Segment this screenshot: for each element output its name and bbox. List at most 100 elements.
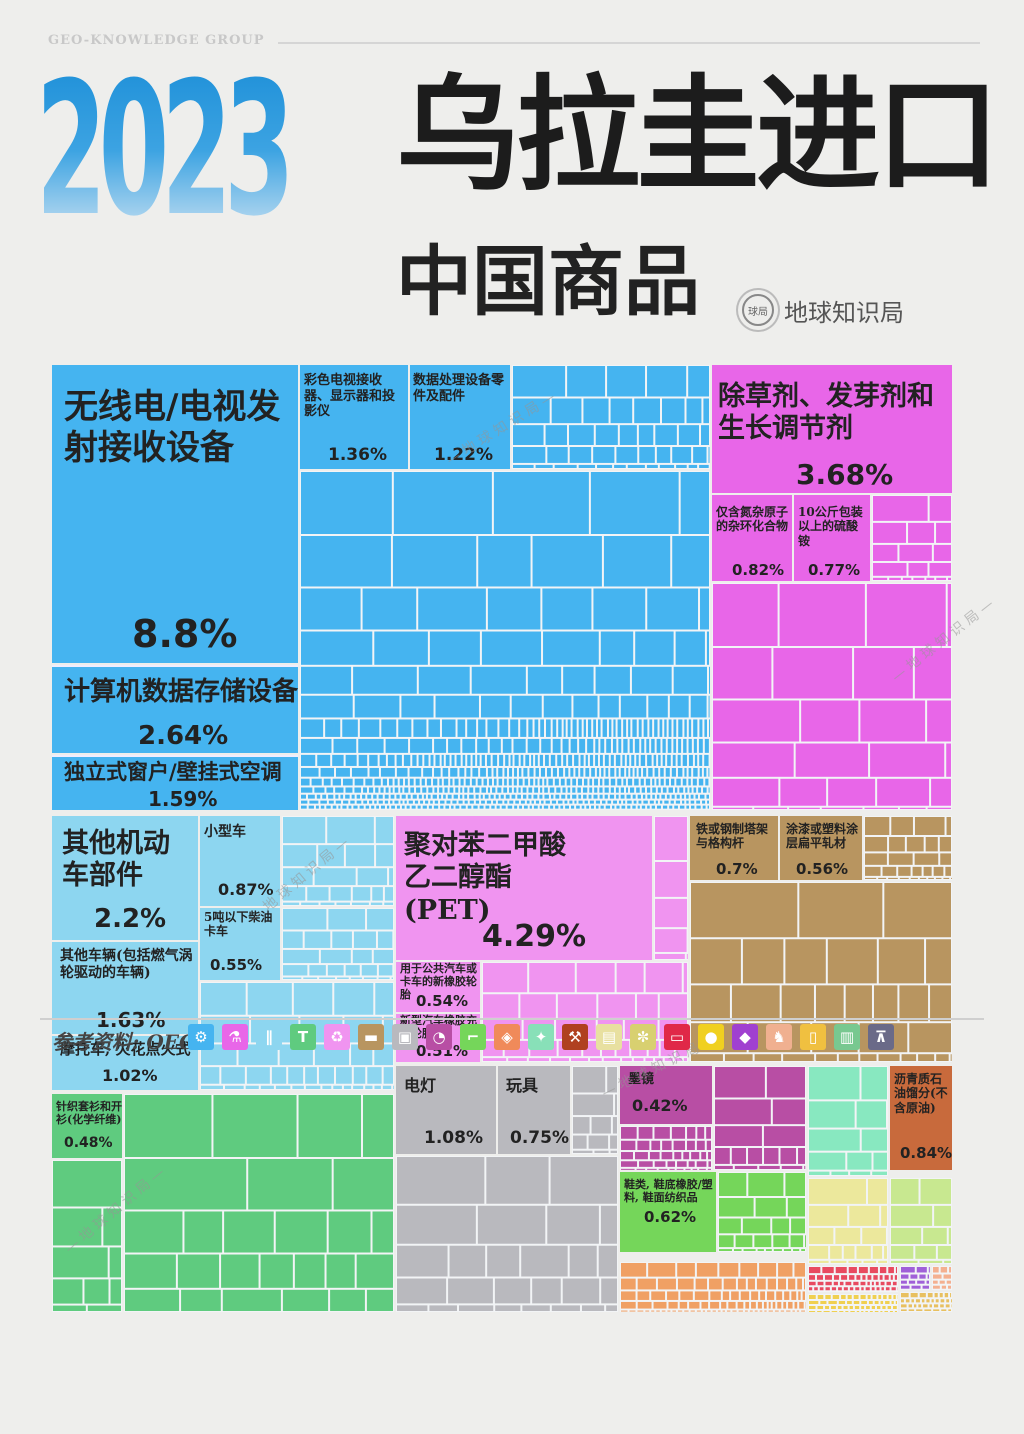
sub-tile	[691, 939, 741, 984]
sub-tile	[441, 719, 456, 737]
sub-tile	[856, 1311, 860, 1312]
sub-tile	[565, 805, 569, 809]
sub-tile	[428, 805, 432, 809]
sub-tile	[358, 754, 368, 766]
sub-tile	[298, 1095, 362, 1157]
sub-tile	[799, 883, 883, 938]
sub-tile	[570, 805, 575, 809]
sub-tile	[656, 738, 661, 753]
sub-tile	[707, 800, 709, 804]
sub-tile	[867, 1179, 887, 1204]
sub-tile	[767, 1291, 775, 1300]
sub-tile	[664, 719, 667, 737]
sub-tile	[301, 800, 308, 804]
sub-tile	[532, 1278, 561, 1304]
sub-tile	[662, 805, 668, 809]
sub-tile	[511, 794, 516, 799]
sub-tile	[680, 472, 709, 534]
sub-tile	[403, 754, 411, 766]
sub-tile	[778, 1263, 793, 1277]
sub-tile	[288, 1067, 304, 1084]
sub-tile	[350, 977, 362, 979]
sub-tile	[865, 817, 890, 835]
sub-tile	[573, 1150, 593, 1153]
tile-value: 3.68%	[796, 458, 894, 491]
sub-tile	[621, 1310, 628, 1312]
sub-tile	[933, 1280, 938, 1284]
tile-value: 0.54%	[416, 992, 469, 1010]
tile-value: 1.63%	[96, 1008, 166, 1032]
sub-tile	[527, 738, 540, 753]
sub-tile	[103, 1208, 121, 1246]
sub-tile	[576, 963, 615, 993]
sub-tile	[184, 1211, 223, 1253]
sub-tile	[923, 866, 932, 876]
tile-label: 其他车辆(包括燃气涡轮驱动的车辆)	[60, 948, 193, 981]
sub-tile	[520, 994, 556, 1018]
sub-tile	[620, 787, 625, 793]
sub-tile	[557, 994, 597, 1018]
sub-tile	[928, 1267, 930, 1273]
sub-tile	[673, 666, 708, 694]
sub-tile	[479, 805, 484, 809]
sub-tile	[301, 794, 306, 799]
sub-tile	[880, 1301, 884, 1304]
sub-tile	[541, 800, 544, 804]
sub-tile	[949, 1267, 951, 1273]
sub-tile	[301, 666, 352, 694]
sub-tile	[397, 1157, 485, 1204]
tile-label: 墨镜	[628, 1072, 655, 1087]
sub-tile	[704, 754, 709, 766]
sub-tile	[573, 1117, 590, 1134]
sub-tile	[327, 817, 374, 844]
sub-tile	[397, 1305, 428, 1311]
sub-tile	[715, 1067, 765, 1098]
sub-tile	[308, 805, 314, 809]
sub-tile	[503, 787, 508, 793]
sub-tile	[201, 1067, 220, 1084]
sub-tile	[882, 866, 897, 876]
sub-tile	[535, 800, 540, 804]
sub-tile	[549, 787, 555, 793]
sub-tile	[621, 1127, 637, 1139]
sub-tile	[317, 754, 331, 766]
sub-tile	[404, 800, 407, 804]
tile-electric-lamps: 电灯 1.08%	[396, 1066, 496, 1154]
sub-tile	[477, 754, 480, 766]
sub-tile	[388, 778, 393, 786]
sub-tile	[539, 794, 543, 799]
sub-tile	[817, 1311, 822, 1312]
tile-label: 用于公共汽车或卡车的新橡胶轮胎	[400, 962, 477, 1002]
tile-value: 0.75%	[510, 1128, 569, 1148]
sub-tile	[645, 963, 682, 993]
sub-tile	[358, 738, 384, 753]
sub-tile	[901, 1054, 917, 1061]
tile-label: 数据处理设备零件及配件	[413, 373, 505, 404]
sub-tile	[901, 1274, 909, 1279]
sub-tile	[604, 754, 609, 766]
sub-tile	[621, 1168, 635, 1170]
sub-tile	[845, 985, 872, 1022]
sub-tile	[652, 778, 655, 786]
sub-tile	[856, 1275, 861, 1280]
sub-tile	[933, 1309, 940, 1311]
shoe-icon: ⌐	[460, 1024, 486, 1050]
sub-tile	[768, 1310, 773, 1312]
tile-value: 0.55%	[210, 956, 263, 974]
sub-tile	[615, 754, 621, 766]
sub-tile	[460, 778, 464, 786]
sub-tile	[481, 800, 485, 804]
sub-tile	[751, 1301, 756, 1309]
sub-tile	[430, 754, 434, 766]
sub-tile	[638, 1127, 653, 1139]
sub-tile	[701, 425, 709, 446]
sub-tile	[595, 805, 599, 809]
sub-tile	[673, 738, 677, 753]
minor-tiles-yellowgreen	[890, 1178, 952, 1264]
sub-tile	[535, 754, 538, 766]
sub-tile	[717, 1310, 721, 1312]
sub-tile	[528, 1058, 550, 1061]
sub-tile	[933, 866, 944, 876]
sub-tile	[722, 1310, 725, 1312]
sub-tile	[934, 1205, 951, 1226]
